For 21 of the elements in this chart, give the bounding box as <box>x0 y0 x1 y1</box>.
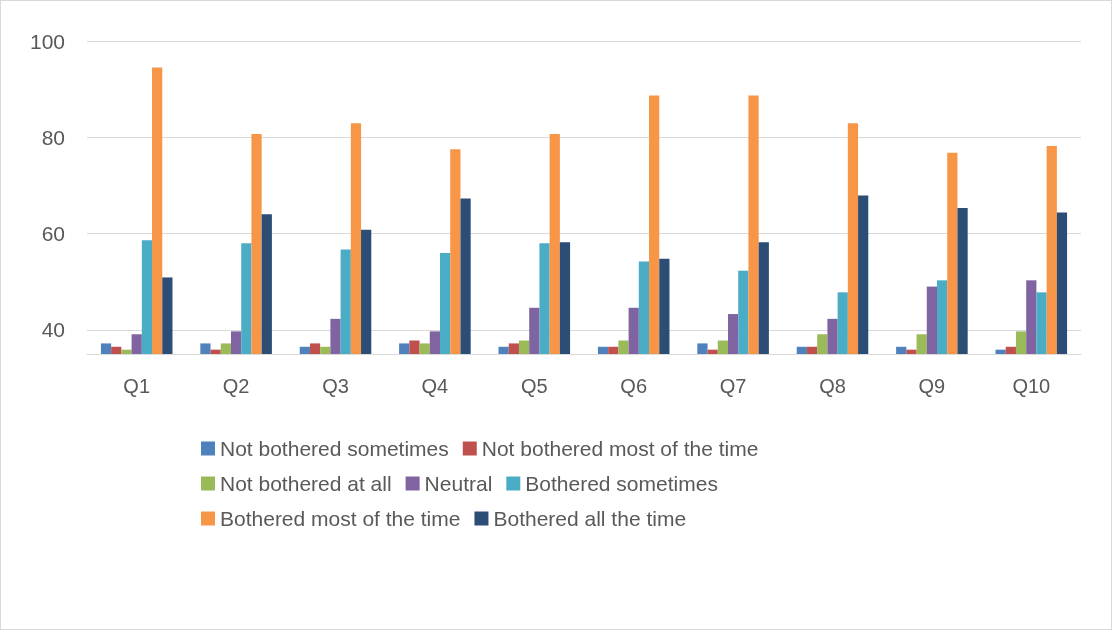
x-tick-label: Q9 <box>918 375 946 397</box>
legend-label: Not bothered at all <box>220 472 392 495</box>
x-tick-label: Q8 <box>819 375 846 397</box>
x-tick-label: Q10 <box>1012 375 1051 397</box>
x-tick-label: Q2 <box>222 375 250 397</box>
x-tick-label: Q7 <box>719 375 747 397</box>
legend-label: Neutral <box>424 472 493 495</box>
legend-label: Bothered most of the time <box>220 507 461 530</box>
y-tick-label: 40 <box>41 318 65 342</box>
x-tick-label: Q4 <box>421 375 449 397</box>
x-tick-label: Q3 <box>322 375 349 397</box>
y-tick-label: 60 <box>41 222 65 246</box>
x-tick-label: Q5 <box>520 375 548 397</box>
legend-label: Bothered all the time <box>493 507 687 530</box>
y-tick-label: 80 <box>41 125 65 149</box>
legend-label: Not bothered most of the time <box>481 437 759 460</box>
x-tick-label: Q6 <box>620 375 648 397</box>
legend-label: Bothered sometimes <box>525 472 718 495</box>
x-tick-label: Q1 <box>123 375 151 397</box>
y-tick-label: 100 <box>29 29 65 53</box>
legend-label: Not bothered sometimes <box>220 437 449 460</box>
